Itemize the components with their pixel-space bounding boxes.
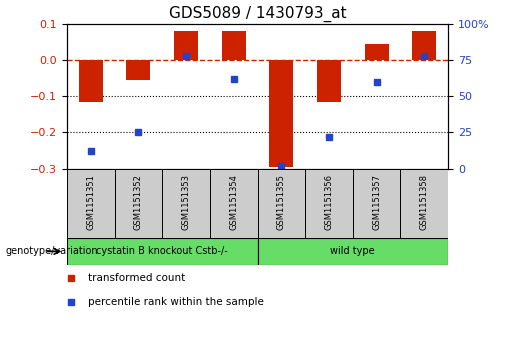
Text: percentile rank within the sample: percentile rank within the sample bbox=[88, 297, 264, 307]
Bar bbox=[79, 60, 102, 102]
Bar bbox=[222, 31, 246, 60]
Text: GSM1151353: GSM1151353 bbox=[182, 174, 191, 230]
Bar bbox=[127, 60, 150, 80]
Text: cystatin B knockout Cstb-/-: cystatin B knockout Cstb-/- bbox=[96, 246, 228, 256]
FancyBboxPatch shape bbox=[67, 169, 114, 238]
Text: GSM1151356: GSM1151356 bbox=[324, 174, 333, 230]
Bar bbox=[365, 44, 388, 60]
FancyBboxPatch shape bbox=[210, 169, 258, 238]
FancyBboxPatch shape bbox=[67, 238, 258, 265]
Bar bbox=[269, 60, 293, 167]
FancyBboxPatch shape bbox=[258, 169, 305, 238]
FancyBboxPatch shape bbox=[353, 169, 401, 238]
Text: GSM1151354: GSM1151354 bbox=[229, 174, 238, 230]
Bar bbox=[174, 31, 198, 60]
Text: GSM1151351: GSM1151351 bbox=[87, 174, 95, 230]
FancyBboxPatch shape bbox=[114, 169, 162, 238]
Text: transformed count: transformed count bbox=[88, 273, 185, 283]
FancyBboxPatch shape bbox=[258, 238, 448, 265]
Text: GSM1151355: GSM1151355 bbox=[277, 174, 286, 230]
FancyBboxPatch shape bbox=[305, 169, 353, 238]
Text: GSM1151357: GSM1151357 bbox=[372, 174, 381, 230]
FancyBboxPatch shape bbox=[401, 169, 448, 238]
Text: wild type: wild type bbox=[331, 246, 375, 256]
Text: GSM1151352: GSM1151352 bbox=[134, 174, 143, 230]
Title: GDS5089 / 1430793_at: GDS5089 / 1430793_at bbox=[169, 6, 346, 22]
Text: GSM1151358: GSM1151358 bbox=[420, 174, 428, 230]
FancyBboxPatch shape bbox=[162, 169, 210, 238]
Bar bbox=[413, 31, 436, 60]
Text: genotype/variation: genotype/variation bbox=[5, 246, 98, 256]
Bar bbox=[317, 60, 341, 102]
